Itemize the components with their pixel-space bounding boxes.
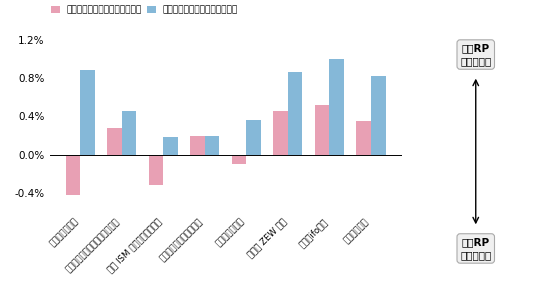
Bar bbox=[190, 135, 205, 155]
Bar bbox=[288, 72, 303, 155]
Bar bbox=[371, 76, 386, 155]
Bar bbox=[329, 59, 344, 155]
Bar bbox=[148, 155, 163, 185]
Bar bbox=[80, 71, 95, 155]
Text: 債券RP
ボート上昇: 債券RP ボート上昇 bbox=[460, 43, 491, 66]
Bar bbox=[205, 135, 219, 155]
Bar bbox=[232, 155, 246, 164]
Bar bbox=[65, 155, 80, 195]
Bar bbox=[163, 138, 178, 155]
Bar bbox=[315, 105, 329, 155]
Legend: ポジティブサプライズ（債券）, ネガティブサプライズ（債券）: ポジティブサプライズ（債券）, ネガティブサプライズ（債券） bbox=[47, 2, 241, 18]
Text: 債券RP
ボート下落: 債券RP ボート下落 bbox=[460, 237, 491, 260]
Bar bbox=[122, 111, 136, 155]
Bar bbox=[107, 128, 122, 155]
Bar bbox=[246, 120, 261, 155]
Bar bbox=[273, 111, 288, 155]
Bar bbox=[356, 121, 371, 155]
